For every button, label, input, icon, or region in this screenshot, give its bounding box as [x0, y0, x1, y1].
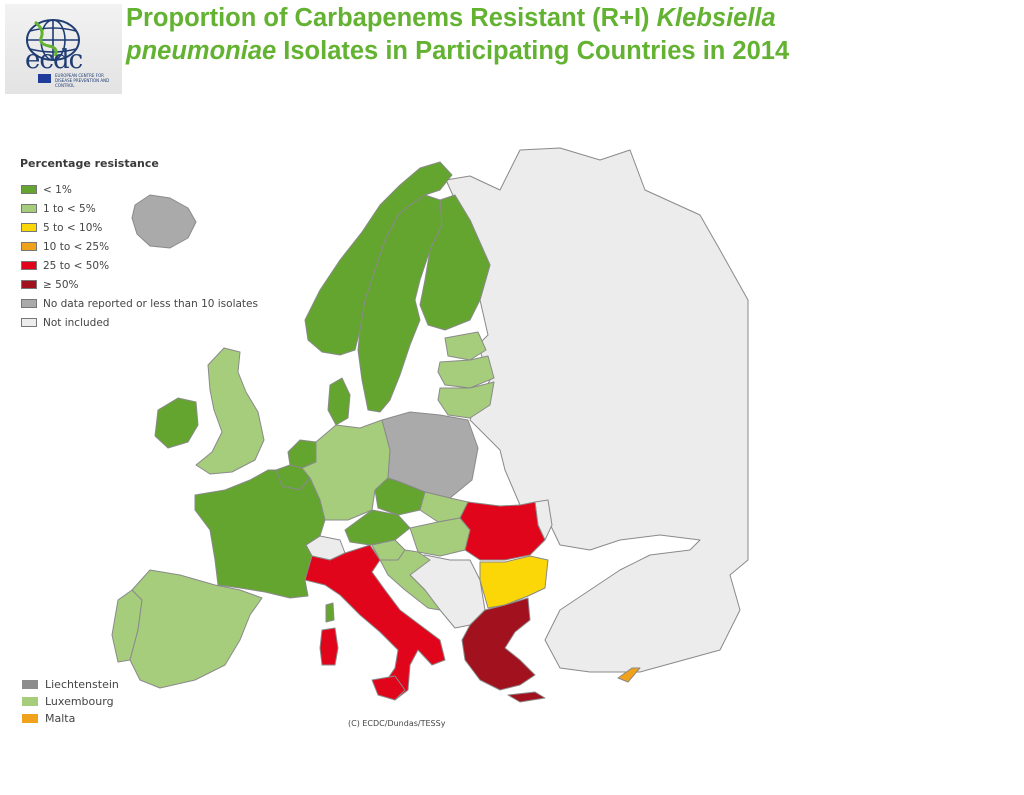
logo-wordmark: ecdc: [25, 45, 83, 75]
country-crete: [507, 691, 546, 703]
title-part2: Isolates in Participating Countries in 2…: [276, 37, 790, 65]
legend-title: Percentage resistance: [20, 157, 159, 170]
country-iceland: [131, 194, 197, 249]
country-sicily: [371, 675, 406, 701]
title-part1: Proportion of Carbapenems Resistant (R+I…: [126, 4, 657, 32]
legend-label: No data reported or less than 10 isolate…: [43, 297, 258, 310]
title-italic1: Klebsiella: [656, 4, 776, 32]
legend-item: ≥ 50%: [21, 275, 258, 294]
globe-icon: [26, 19, 80, 61]
legend-item: No data reported or less than 10 isolate…: [21, 294, 258, 313]
legend-item: Not included: [21, 313, 258, 332]
small-country-item: Liechtenstein: [22, 676, 119, 693]
legend-swatch: [21, 223, 37, 232]
country-austria: [344, 509, 411, 546]
legend-label: 1 to < 5%: [43, 202, 96, 215]
legend-item: 25 to < 50%: [21, 256, 258, 275]
legend-label: < 1%: [43, 183, 72, 196]
country-corsica: [325, 602, 335, 623]
country-bulgaria: [479, 555, 549, 609]
small-country-item: Malta: [22, 710, 119, 727]
legend-swatch: [21, 261, 37, 270]
country-poland: [381, 411, 479, 499]
small-country-label: Liechtenstein: [45, 678, 119, 691]
legend-swatch: [21, 242, 37, 251]
country-spain: [129, 569, 263, 689]
europe-map: [111, 147, 749, 703]
small-country-label: Luxembourg: [45, 695, 114, 708]
legend-swatch: [21, 299, 37, 308]
small-countries-legend: Liechtenstein Luxembourg Malta: [22, 676, 119, 727]
legend-label: 5 to < 10%: [43, 221, 103, 234]
country-france: [194, 469, 326, 599]
legend-label: Not included: [43, 316, 110, 329]
country-croatia: [379, 549, 441, 611]
country-romania: [459, 501, 546, 561]
legend-swatch: [21, 318, 37, 327]
legend-swatch: [21, 204, 37, 213]
country-sweden: [357, 194, 443, 413]
legend-item: 10 to < 25%: [21, 237, 258, 256]
logo-agency-name: European Centre for Disease Prevention a…: [55, 73, 110, 88]
ecdc-logo: ecdc European Centre for Disease Prevent…: [5, 4, 122, 94]
legend-label: 10 to < 25%: [43, 240, 110, 253]
small-country-swatch: [22, 680, 38, 689]
legend-label: 25 to < 50%: [43, 259, 110, 272]
country-greece: [461, 597, 536, 691]
small-country-item: Luxembourg: [22, 693, 119, 710]
country-italy: [304, 544, 446, 701]
eu-flag-icon: [38, 74, 51, 83]
map-credit: (C) ECDC/Dundas/TESSy: [348, 719, 446, 728]
country-cyprus: [617, 667, 641, 683]
legend: < 1% 1 to < 5% 5 to < 10% 10 to < 25% 25 to …: [21, 180, 258, 332]
country-sardinia: [319, 627, 339, 666]
country-estonia: [444, 331, 487, 361]
small-country-swatch: [22, 697, 38, 706]
legend-label: ≥ 50%: [43, 278, 79, 291]
country-denmark: [327, 377, 351, 426]
legend-swatch: [21, 280, 37, 289]
country-lithuania: [437, 381, 495, 419]
country-uk: [195, 347, 265, 475]
country-hungary: [409, 517, 471, 557]
legend-item: 5 to < 10%: [21, 218, 258, 237]
legend-swatch: [21, 185, 37, 194]
country-latvia: [437, 355, 495, 389]
small-country-swatch: [22, 714, 38, 723]
title-italic2: pneumoniae: [126, 37, 277, 65]
country-ireland: [154, 397, 199, 449]
page-title: Proportion of Carbapenems Resistant (R+I…: [126, 2, 1006, 68]
legend-item: < 1%: [21, 180, 258, 199]
small-country-label: Malta: [45, 712, 76, 725]
legend-item: 1 to < 5%: [21, 199, 258, 218]
country-finland: [419, 194, 491, 331]
